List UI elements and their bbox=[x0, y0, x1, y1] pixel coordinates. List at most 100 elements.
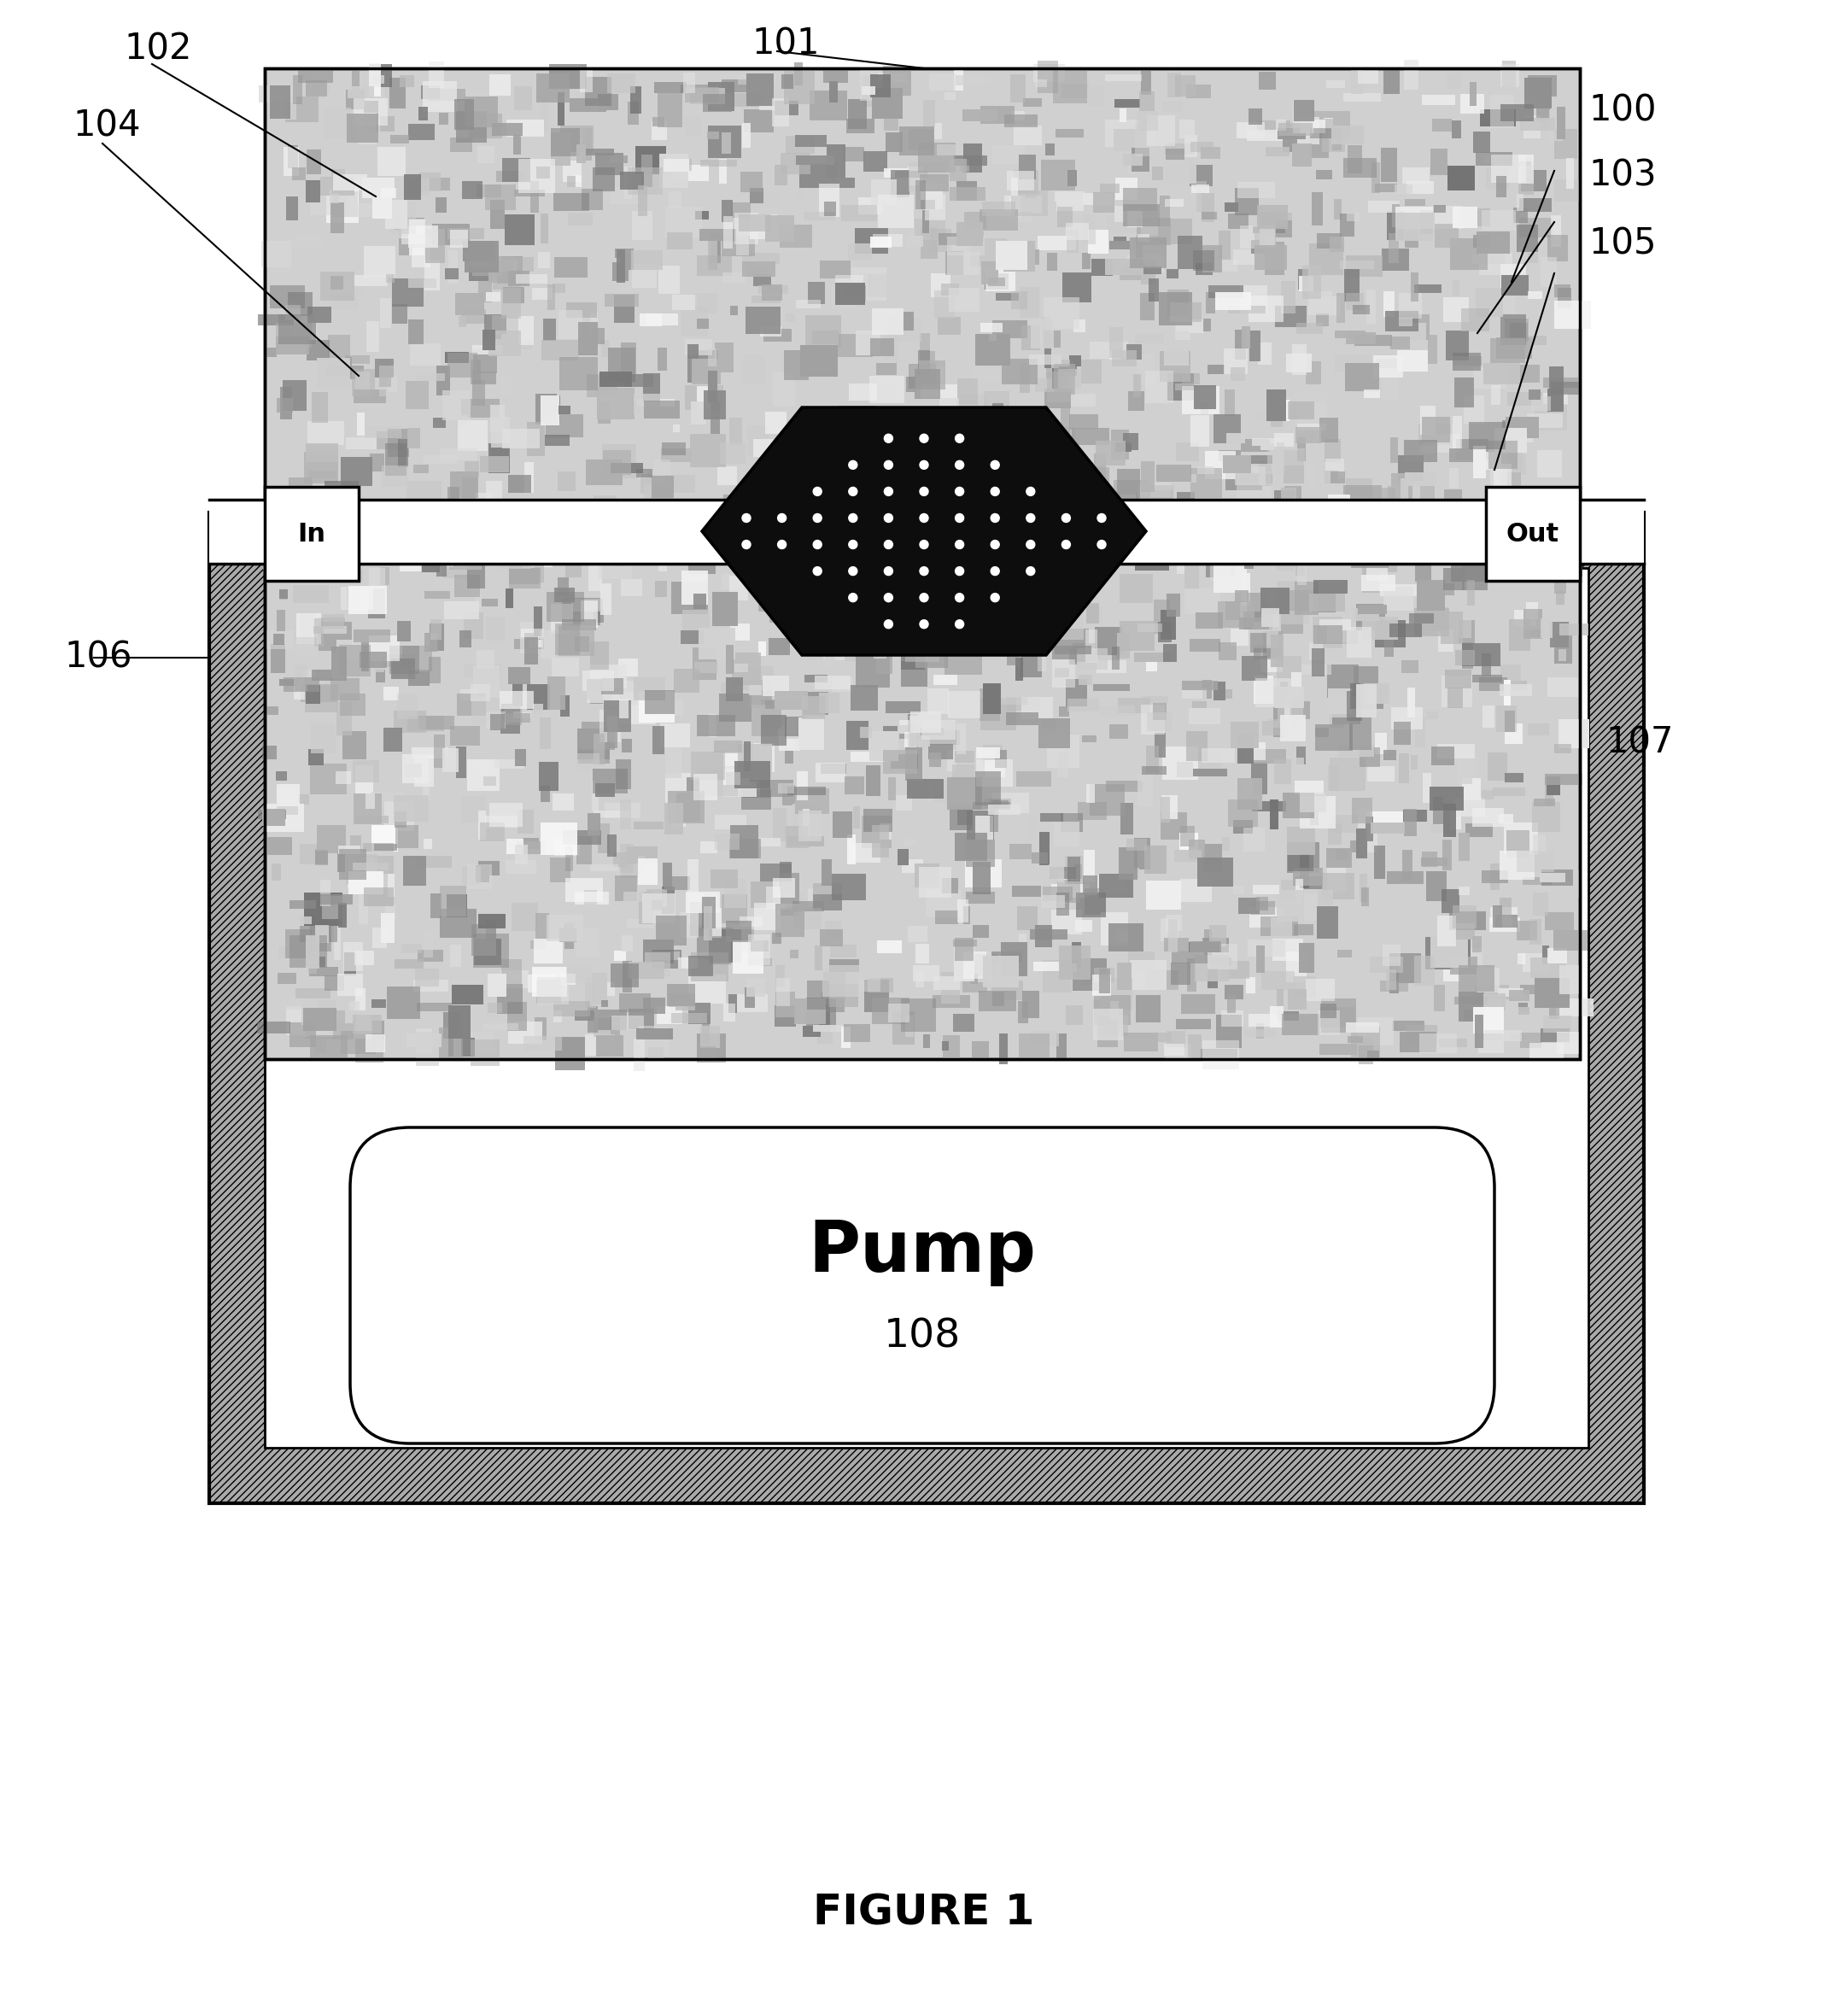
Bar bbox=[388, 874, 395, 896]
Bar bbox=[1325, 469, 1338, 483]
Bar bbox=[745, 306, 782, 334]
Bar bbox=[312, 393, 327, 423]
Bar bbox=[1277, 657, 1301, 687]
Bar bbox=[590, 864, 617, 872]
Bar bbox=[353, 99, 388, 127]
Bar bbox=[529, 552, 553, 568]
Bar bbox=[804, 675, 828, 683]
Bar bbox=[1329, 711, 1345, 727]
Bar bbox=[381, 566, 390, 584]
Bar bbox=[907, 528, 935, 536]
Bar bbox=[747, 959, 772, 967]
Bar bbox=[1068, 856, 1081, 882]
Bar bbox=[662, 510, 697, 544]
Bar bbox=[726, 644, 734, 673]
Bar bbox=[1495, 429, 1526, 453]
Bar bbox=[985, 759, 1005, 777]
Bar bbox=[353, 630, 390, 642]
Bar bbox=[708, 125, 741, 159]
Bar bbox=[1246, 528, 1273, 542]
Bar bbox=[691, 538, 700, 554]
Bar bbox=[575, 175, 582, 187]
Bar bbox=[723, 272, 745, 284]
Bar bbox=[686, 87, 719, 103]
Bar bbox=[1125, 266, 1161, 274]
Bar bbox=[395, 812, 407, 828]
Bar bbox=[1532, 834, 1545, 854]
Bar bbox=[397, 693, 418, 719]
Bar bbox=[571, 542, 595, 556]
Bar bbox=[950, 187, 985, 201]
Bar bbox=[1137, 218, 1170, 246]
Bar bbox=[1465, 824, 1493, 836]
Bar bbox=[1308, 292, 1332, 300]
Bar bbox=[1253, 411, 1266, 419]
Bar bbox=[1536, 403, 1567, 431]
Bar bbox=[1137, 111, 1159, 131]
Bar bbox=[1190, 165, 1212, 185]
Bar bbox=[447, 487, 460, 501]
Bar bbox=[1456, 439, 1488, 459]
Bar bbox=[617, 250, 625, 282]
Bar bbox=[1118, 848, 1138, 880]
Bar bbox=[1166, 1031, 1185, 1047]
Bar bbox=[1508, 554, 1530, 574]
Bar bbox=[691, 751, 726, 779]
Bar bbox=[1404, 473, 1436, 485]
Bar bbox=[791, 951, 798, 959]
Bar bbox=[322, 896, 346, 918]
Bar bbox=[593, 610, 604, 622]
Bar bbox=[1170, 302, 1201, 322]
Bar bbox=[1441, 939, 1471, 965]
Bar bbox=[634, 1039, 645, 1071]
Bar bbox=[390, 646, 419, 675]
Bar bbox=[355, 987, 366, 1011]
Bar bbox=[1055, 669, 1070, 679]
Bar bbox=[689, 89, 724, 105]
Bar bbox=[1016, 771, 1052, 787]
Bar bbox=[856, 657, 891, 689]
Bar bbox=[604, 294, 639, 306]
Bar bbox=[650, 951, 680, 961]
Bar bbox=[1181, 995, 1216, 1013]
Bar bbox=[329, 189, 338, 203]
Bar bbox=[462, 242, 495, 262]
Bar bbox=[506, 588, 514, 608]
Bar bbox=[721, 928, 754, 953]
Bar bbox=[1063, 272, 1092, 302]
Bar bbox=[331, 169, 346, 193]
Bar bbox=[835, 284, 865, 304]
Bar bbox=[918, 361, 946, 389]
Bar bbox=[1521, 985, 1547, 993]
Bar bbox=[776, 977, 791, 1007]
Bar bbox=[599, 709, 621, 741]
Bar bbox=[1539, 872, 1565, 882]
Bar bbox=[1131, 238, 1166, 268]
Bar bbox=[366, 320, 379, 352]
Bar bbox=[948, 238, 985, 256]
Bar bbox=[798, 167, 806, 201]
Bar bbox=[558, 624, 593, 657]
Bar bbox=[1301, 665, 1331, 675]
Bar bbox=[1035, 379, 1074, 391]
Bar bbox=[885, 407, 896, 419]
Bar bbox=[1501, 274, 1528, 296]
Bar bbox=[1162, 473, 1196, 483]
Bar bbox=[471, 344, 503, 354]
Bar bbox=[662, 548, 697, 562]
Bar bbox=[808, 282, 826, 304]
Bar bbox=[541, 340, 578, 361]
Bar bbox=[1100, 705, 1135, 717]
Bar bbox=[471, 697, 501, 725]
Bar bbox=[388, 377, 397, 393]
Bar bbox=[1153, 991, 1161, 1007]
Bar bbox=[309, 957, 316, 973]
Bar bbox=[445, 268, 458, 280]
Bar bbox=[1096, 441, 1125, 465]
Bar bbox=[286, 197, 298, 220]
Bar bbox=[643, 939, 675, 963]
Bar bbox=[1366, 560, 1388, 580]
Bar bbox=[1209, 969, 1218, 989]
Bar bbox=[1319, 417, 1338, 443]
Bar bbox=[1380, 584, 1417, 596]
